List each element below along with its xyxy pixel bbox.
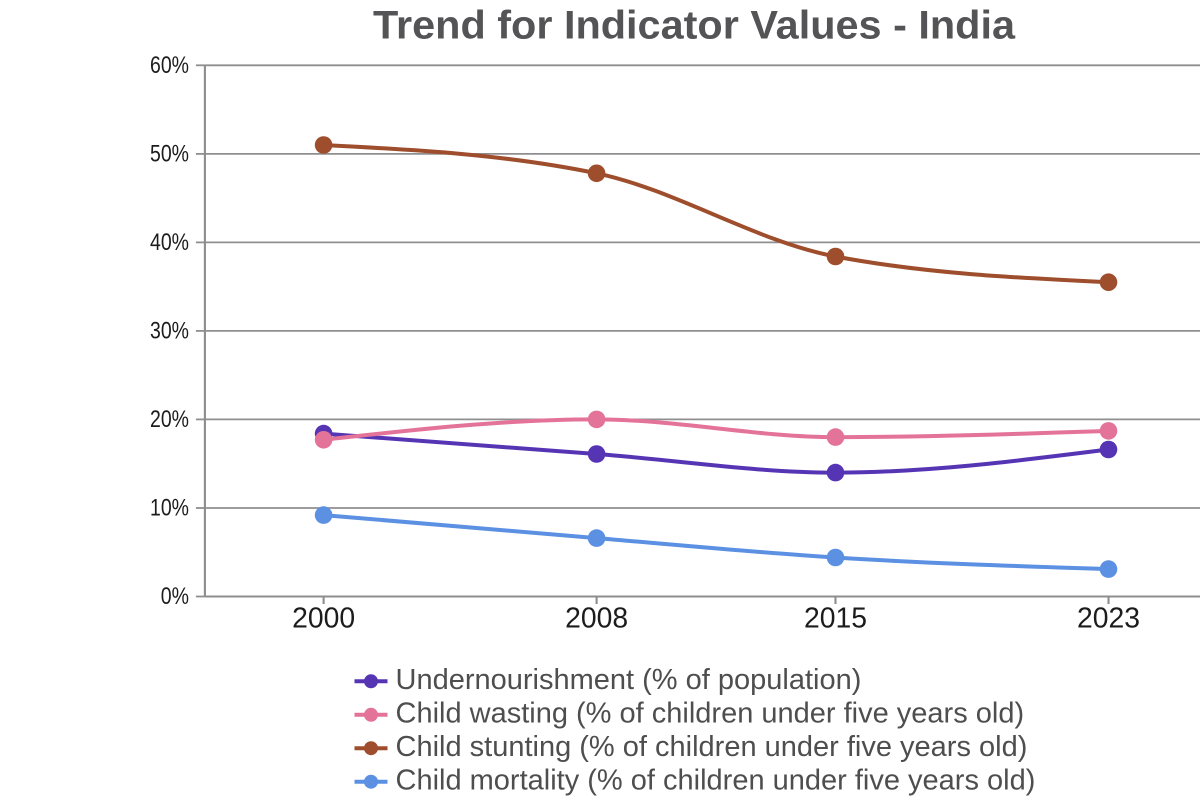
svg-text:2008: 2008 [565,603,628,635]
svg-text:Child wasting (% of children u: Child wasting (% of children under five … [396,697,1025,729]
svg-text:60%: 60% [150,52,189,79]
svg-text:0%: 0% [161,583,189,610]
svg-text:Child mortality (% of children: Child mortality (% of children under fiv… [396,764,1036,796]
svg-text:30%: 30% [150,318,189,345]
svg-text:40%: 40% [150,229,189,256]
svg-text:Child stunting (% of children: Child stunting (% of children under five… [396,731,1028,763]
svg-text:Undernourishment (% of populat: Undernourishment (% of population) [396,664,862,696]
svg-text:20%: 20% [150,406,189,433]
svg-text:10%: 10% [150,495,189,522]
svg-text:50%: 50% [150,141,189,168]
svg-text:Trend for Indicator Values - I: Trend for Indicator Values - India [373,4,1016,48]
svg-text:2000: 2000 [292,603,355,635]
svg-text:2023: 2023 [1077,603,1140,635]
svg-text:2015: 2015 [804,603,867,635]
